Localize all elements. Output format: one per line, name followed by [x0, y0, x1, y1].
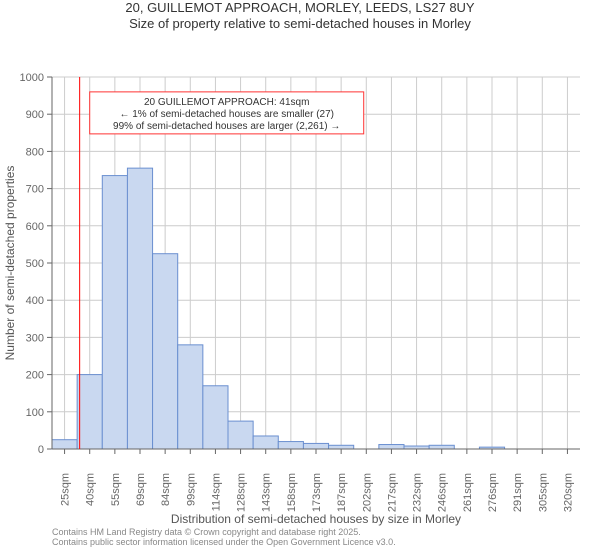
y-tick-label: 1000: [20, 72, 44, 84]
x-tick-label: 158sqm: [286, 473, 298, 512]
y-tick-label: 700: [26, 183, 44, 195]
x-tick-label: 291sqm: [512, 473, 524, 512]
histogram-bar: [429, 445, 454, 449]
x-tick-label: 173sqm: [311, 473, 323, 512]
x-tick-label: 128sqm: [236, 473, 248, 512]
x-tick-label: 246sqm: [437, 473, 449, 512]
y-tick-label: 600: [26, 220, 44, 232]
x-tick-label: 276sqm: [487, 473, 499, 512]
x-tick-label: 40sqm: [85, 473, 97, 506]
x-tick-label: 232sqm: [412, 473, 424, 512]
y-tick-label: 400: [26, 295, 44, 307]
annotation-line: ← 1% of semi-detached houses are smaller…: [119, 108, 334, 119]
x-tick-label: 261sqm: [462, 473, 474, 512]
x-tick-labels: 25sqm 40sqm 55sqm 69sqm 84sqm 99sqm 114sqm 128s…: [0, 469, 600, 527]
x-tick-label: 25sqm: [60, 473, 72, 506]
chart-title-line1: 20, GUILLEMOT APPROACH, MORLEY, LEEDS, L…: [0, 0, 600, 16]
y-tick-label: 800: [26, 146, 44, 158]
y-tick-label: 300: [26, 332, 44, 344]
histogram-bar: [127, 168, 152, 449]
chart-title-line2: Size of property relative to semi-detach…: [0, 16, 600, 32]
x-axis-label: Distribution of semi-detached houses by …: [171, 512, 461, 526]
histogram-bar: [228, 421, 253, 449]
histogram-bar: [203, 385, 228, 448]
chart-title-block: 20, GUILLEMOT APPROACH, MORLEY, LEEDS, L…: [0, 0, 600, 33]
attribution-line2: Contains public sector information licen…: [52, 537, 600, 547]
y-tick-label: 200: [26, 369, 44, 381]
x-tick-label: 69sqm: [135, 473, 147, 506]
y-tick-label: 500: [26, 258, 44, 270]
y-tick-label: 100: [26, 406, 44, 418]
histogram-svg: 0 100 200 300 400 500 600 700 800 900 1000 20 GUILL…: [0, 33, 600, 469]
x-tick-label: 217sqm: [386, 473, 398, 512]
x-tick-label: 55sqm: [110, 473, 122, 506]
histogram-bar: [329, 445, 354, 449]
histogram-bar: [153, 253, 178, 448]
histogram-bar: [102, 175, 127, 448]
x-tick-label: 202sqm: [361, 473, 373, 512]
histogram-bar: [303, 443, 328, 449]
histogram-bar: [253, 435, 278, 448]
annotation-line: 20 GUILLEMOT APPROACH: 41sqm: [144, 96, 309, 107]
histogram-bar: [278, 441, 303, 448]
attribution-line1: Contains HM Land Registry data © Crown c…: [52, 527, 600, 537]
x-tick-label: 305sqm: [537, 473, 549, 512]
annotation-line: 99% of semi-detached houses are larger (…: [113, 120, 340, 131]
x-tick-label: 84sqm: [160, 473, 172, 506]
y-tick-label: 0: [38, 444, 44, 456]
x-tick-label: 114sqm: [210, 473, 222, 511]
x-tick-label: 187sqm: [336, 473, 348, 512]
histogram-bar: [52, 439, 77, 448]
x-tick-label: 320sqm: [562, 473, 574, 512]
attribution-block: Contains HM Land Registry data © Crown c…: [0, 527, 600, 547]
histogram-bar: [178, 344, 203, 448]
x-tick-label: 99sqm: [185, 473, 197, 506]
y-tick-label: 900: [26, 109, 44, 121]
chart-plot: 0 100 200 300 400 500 600 700 800 900 1000 20 GUILL…: [0, 33, 600, 527]
y-axis-label: Number of semi-detached properties: [3, 165, 17, 360]
histogram-bar: [77, 374, 102, 448]
histogram-bar: [379, 444, 404, 448]
x-tick-label: 143sqm: [261, 473, 273, 512]
